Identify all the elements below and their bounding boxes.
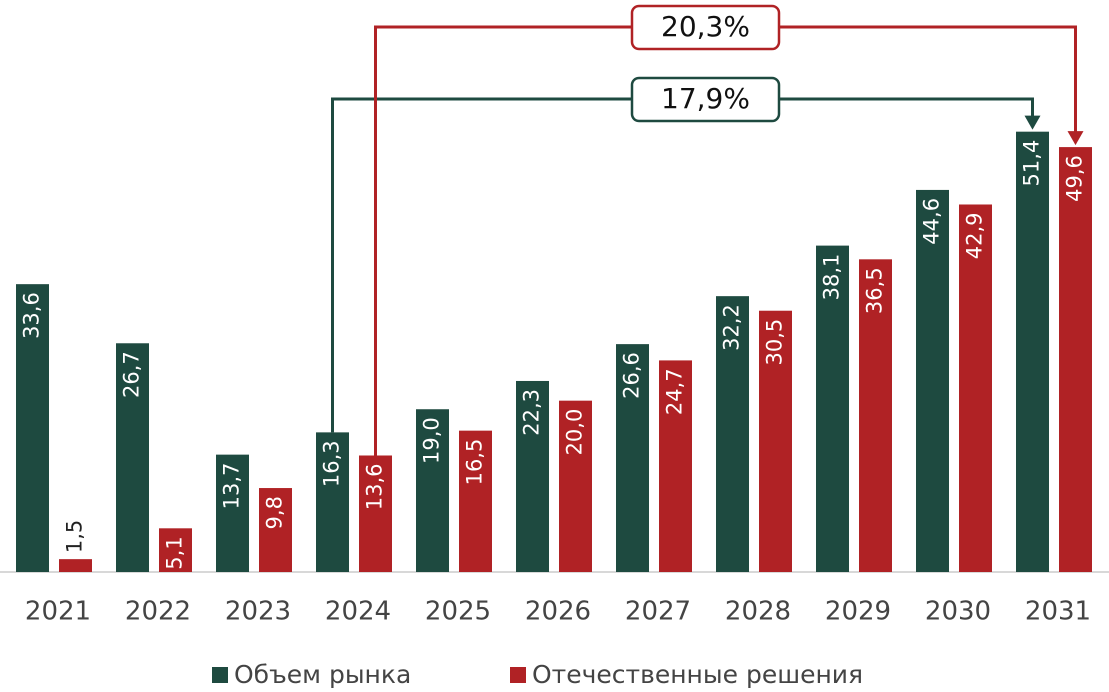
value-label: 33,6 xyxy=(20,292,44,339)
arrow-head xyxy=(1024,115,1041,130)
legend-swatch xyxy=(212,667,228,683)
x-tick-label: 2024 xyxy=(325,597,391,627)
legend-label: Отечественные решения xyxy=(532,660,863,689)
value-label: 26,7 xyxy=(120,351,144,398)
bar xyxy=(759,310,792,572)
value-label: 20,0 xyxy=(563,409,587,456)
value-label: 9,8 xyxy=(263,496,287,529)
value-label: 26,6 xyxy=(620,352,644,399)
value-label: 38,1 xyxy=(820,254,844,301)
bar xyxy=(259,488,292,572)
bar xyxy=(116,343,149,572)
bar xyxy=(959,204,992,573)
bar xyxy=(716,296,749,572)
bar xyxy=(416,409,449,572)
bar xyxy=(359,455,392,572)
annotation-box xyxy=(630,76,781,123)
value-label: 44,6 xyxy=(920,198,944,245)
bar xyxy=(559,400,592,572)
x-tick-label: 2022 xyxy=(125,597,191,627)
bar xyxy=(316,432,349,572)
x-tick-label: 2025 xyxy=(425,597,491,627)
value-label: 16,3 xyxy=(320,440,344,487)
legend-label: Объем рынка xyxy=(234,660,411,689)
bar xyxy=(916,189,949,572)
value-label: 19,0 xyxy=(420,417,444,464)
bar xyxy=(216,454,249,572)
legend-swatch xyxy=(510,667,526,683)
bar xyxy=(59,559,92,572)
value-label: 22,3 xyxy=(520,389,544,436)
x-tick-label: 2026 xyxy=(525,597,591,627)
value-label: 5,1 xyxy=(163,536,187,569)
bar xyxy=(859,259,892,572)
value-label: 36,5 xyxy=(863,267,887,314)
bar xyxy=(659,360,692,572)
arrow-head xyxy=(1067,131,1084,146)
value-label: 51,4 xyxy=(1020,140,1044,187)
x-tick-label: 2021 xyxy=(25,597,91,627)
x-tick-label: 2027 xyxy=(625,597,691,627)
bar xyxy=(1059,147,1092,573)
bar xyxy=(616,344,649,572)
bar xyxy=(1016,131,1049,572)
annotation: 17,9% xyxy=(661,82,750,115)
value-label: 13,7 xyxy=(220,463,244,510)
x-tick-label: 2028 xyxy=(725,597,791,627)
bar xyxy=(459,430,492,572)
value-label: 30,5 xyxy=(763,319,787,366)
value-label: 1,5 xyxy=(63,520,87,553)
bar xyxy=(159,528,192,572)
annotation-box xyxy=(630,4,781,51)
bar xyxy=(16,284,49,572)
value-label: 16,5 xyxy=(463,439,487,486)
x-tick-label: 2031 xyxy=(1025,597,1091,627)
annotation: 20,3% xyxy=(661,10,750,43)
x-tick-label: 2030 xyxy=(925,597,991,627)
value-label: 24,7 xyxy=(663,368,687,415)
bar xyxy=(816,245,849,573)
bar xyxy=(516,380,549,572)
value-label: 42,9 xyxy=(963,212,987,259)
value-label: 49,6 xyxy=(1063,155,1087,202)
x-tick-label: 2023 xyxy=(225,597,291,627)
x-tick-label: 2029 xyxy=(825,597,891,627)
value-label: 32,2 xyxy=(720,304,744,351)
value-label: 13,6 xyxy=(363,463,387,510)
